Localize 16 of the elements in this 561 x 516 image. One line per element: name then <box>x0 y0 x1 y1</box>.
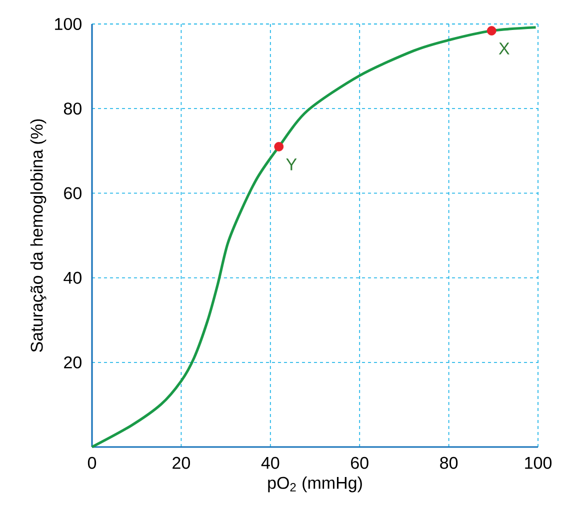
x-tick-label: 0 <box>88 456 96 469</box>
y-axis-title: Saturação da hemoglobina (%) <box>30 119 46 352</box>
y-tick-label: 80 <box>64 102 82 115</box>
y-tick-label: 60 <box>64 187 82 200</box>
annotation: Y <box>286 158 297 170</box>
x-tick-label: 20 <box>172 456 190 469</box>
x-tick-label: 40 <box>261 456 280 469</box>
line-series <box>90 26 538 448</box>
y-tick-label: 40 <box>64 272 82 284</box>
x-axis-title: pO$_{2}$ (mmHg) <box>268 476 362 492</box>
annotation: X <box>498 42 510 54</box>
y-tick-label: 100 <box>55 18 82 30</box>
x-tick-label: 100 <box>525 456 552 469</box>
x-tick-label: 60 <box>351 456 368 469</box>
y-tick-label: 20 <box>64 356 82 368</box>
x-tick-label: 80 <box>440 456 458 469</box>
